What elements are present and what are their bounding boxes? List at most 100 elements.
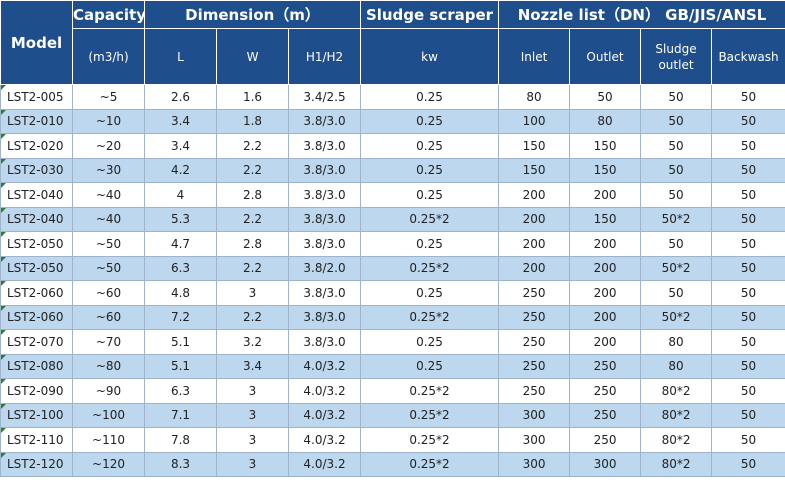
table-header: Model Capacity Dimension（m） Sludge scrap… <box>0 0 785 85</box>
cell-outlet: 300 <box>569 451 642 477</box>
cell-height: 4.0/3.2 <box>287 353 362 379</box>
cell-height: 3.8/2.0 <box>287 255 362 281</box>
cell-sludge-outlet: 50 <box>640 84 713 110</box>
cell-model: LST2-030 <box>0 157 73 183</box>
cell-width: 3.4 <box>216 353 289 379</box>
table-row: LST2-110 ~110 7.8 3 4.0/3.2 0.25*2 300 250 80*2 5… <box>0 427 785 453</box>
cell-sludge-outlet: 50 <box>640 108 713 134</box>
cell-width: 2.2 <box>216 133 289 159</box>
table-row: LST2-070 ~70 5.1 3.2 3.8/3.0 0.25 250 200 80 50 <box>0 329 785 355</box>
cell-kw: 0.25*2 <box>360 255 500 281</box>
cell-kw: 0.25 <box>360 133 500 159</box>
header-row-bottom: (m3/h) L W H1/H2 kw Inlet Outlet Sludge o… <box>1 28 785 85</box>
cell-capacity: ~50 <box>72 231 145 257</box>
cell-sludge-outlet: 50*2 <box>640 304 713 330</box>
cell-length: 6.3 <box>144 255 217 281</box>
cell-capacity: ~50 <box>72 255 145 281</box>
cell-width: 1.8 <box>216 108 289 134</box>
table-row: LST2-080 ~80 5.1 3.4 4.0/3.2 0.25 250 250 80 50 <box>0 353 785 379</box>
cell-outlet: 250 <box>569 378 642 404</box>
cell-sludge-outlet: 80*2 <box>640 402 713 428</box>
cell-backwash: 50 <box>711 329 785 355</box>
cell-backwash: 50 <box>711 255 785 281</box>
cell-inlet: 200 <box>498 231 571 257</box>
cell-outlet: 250 <box>569 402 642 428</box>
cell-sludge-outlet: 50 <box>640 157 713 183</box>
cell-kw: 0.25*2 <box>360 206 500 232</box>
cell-backwash: 50 <box>711 231 785 257</box>
cell-sludge-outlet: 80*2 <box>640 451 713 477</box>
cell-inlet: 250 <box>498 329 571 355</box>
header-outlet: Outlet <box>569 28 642 85</box>
cell-sludge-outlet: 50 <box>640 182 713 208</box>
cell-height: 3.8/3.0 <box>287 280 362 306</box>
cell-inlet: 250 <box>498 353 571 379</box>
table-row: LST2-100 ~100 7.1 3 4.0/3.2 0.25*2 300 250 80*2 5… <box>0 402 785 428</box>
cell-kw: 0.25 <box>360 280 500 306</box>
cell-outlet: 200 <box>569 182 642 208</box>
cell-height: 3.8/3.0 <box>287 231 362 257</box>
cell-outlet: 200 <box>569 304 642 330</box>
cell-kw: 0.25*2 <box>360 451 500 477</box>
cell-model: LST2-050 <box>0 255 73 281</box>
cell-capacity: ~40 <box>72 206 145 232</box>
cell-inlet: 300 <box>498 427 571 453</box>
cell-outlet: 200 <box>569 329 642 355</box>
cell-width: 2.2 <box>216 157 289 183</box>
cell-kw: 0.25 <box>360 108 500 134</box>
table-row: LST2-040 ~40 4 2.8 3.8/3.0 0.25 200 200 50 50 <box>0 182 785 208</box>
cell-height: 3.8/3.0 <box>287 182 362 208</box>
cell-inlet: 200 <box>498 182 571 208</box>
cell-sludge-outlet: 80 <box>640 353 713 379</box>
cell-kw: 0.25 <box>360 182 500 208</box>
cell-height: 3.8/3.0 <box>287 108 362 134</box>
table-row: LST2-050 ~50 6.3 2.2 3.8/2.0 0.25*2 200 200 50*2… <box>0 255 785 281</box>
cell-outlet: 150 <box>569 206 642 232</box>
cell-width: 3 <box>216 402 289 428</box>
header-sludge-scraper: Sludge scraper <box>360 0 500 29</box>
header-capacity-unit: (m3/h) <box>72 28 145 85</box>
cell-length: 6.3 <box>144 378 217 404</box>
cell-inlet: 300 <box>498 451 571 477</box>
cell-length: 4 <box>144 182 217 208</box>
cell-sludge-outlet: 80 <box>640 329 713 355</box>
cell-model: LST2-120 <box>0 451 73 477</box>
header-dimension: Dimension（m） <box>143 0 362 29</box>
cell-width: 2.2 <box>216 304 289 330</box>
cell-capacity: ~70 <box>72 329 145 355</box>
cell-backwash: 50 <box>711 353 785 379</box>
header-sludge-outlet-line1: Sludge <box>655 41 697 56</box>
cell-height: 3.8/3.0 <box>287 329 362 355</box>
header-model: Model <box>0 0 73 85</box>
cell-sludge-outlet: 50 <box>640 133 713 159</box>
header-sludge-outlet-line2: outlet <box>658 57 694 72</box>
cell-model: LST2-060 <box>0 304 73 330</box>
table-row: LST2-060 ~60 4.8 3 3.8/3.0 0.25 250 200 50 50 <box>0 280 785 306</box>
cell-width: 3 <box>216 378 289 404</box>
cell-capacity: ~110 <box>72 427 145 453</box>
cell-inlet: 150 <box>498 133 571 159</box>
cell-capacity: ~100 <box>72 402 145 428</box>
cell-length: 3.4 <box>144 108 217 134</box>
cell-outlet: 150 <box>569 157 642 183</box>
cell-backwash: 50 <box>711 451 785 477</box>
cell-width: 2.8 <box>216 231 289 257</box>
cell-sludge-outlet: 80*2 <box>640 378 713 404</box>
cell-outlet: 250 <box>569 353 642 379</box>
header-nozzle-list: Nozzle list（DN） GB/JIS/ANSL <box>498 0 785 29</box>
cell-kw: 0.25 <box>360 353 500 379</box>
cell-length: 5.1 <box>144 353 217 379</box>
cell-model: LST2-020 <box>0 133 73 159</box>
cell-length: 8.3 <box>144 451 217 477</box>
cell-width: 2.2 <box>216 255 289 281</box>
cell-capacity: ~5 <box>72 84 145 110</box>
cell-length: 7.2 <box>144 304 217 330</box>
cell-kw: 0.25 <box>360 157 500 183</box>
cell-capacity: ~120 <box>72 451 145 477</box>
table-row: LST2-010 ~10 3.4 1.8 3.8/3.0 0.25 100 80 50 50 <box>0 108 785 134</box>
cell-model: LST2-010 <box>0 108 73 134</box>
table-row: LST2-090 ~90 6.3 3 4.0/3.2 0.25*2 250 250 80*2 50 <box>0 378 785 404</box>
header-h: H1/H2 <box>287 28 362 85</box>
cell-width: 3 <box>216 280 289 306</box>
cell-length: 7.8 <box>144 427 217 453</box>
